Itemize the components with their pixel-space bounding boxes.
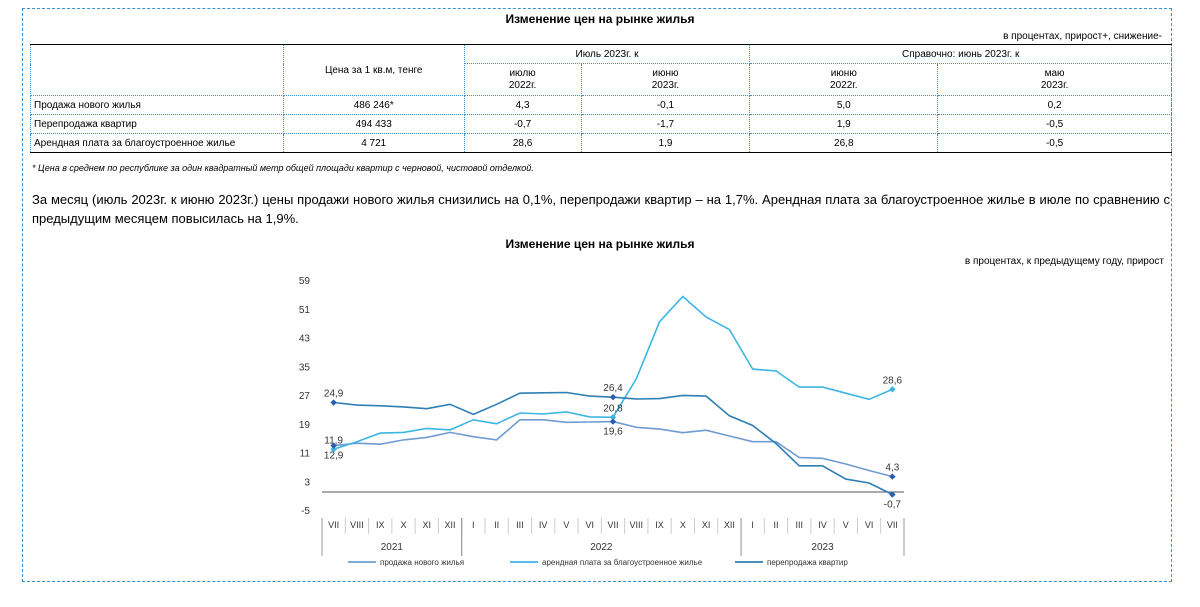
x-tick-label: III: [516, 520, 524, 530]
x-tick-label: II: [494, 520, 499, 530]
data-label: 28,6: [883, 375, 903, 386]
data-point-marker: [609, 414, 617, 421]
row-price: 4 721: [282, 133, 465, 153]
x-tick-label: V: [843, 520, 849, 530]
x-tick-label: V: [563, 520, 569, 530]
row-value: 1,9: [580, 133, 751, 153]
table-header-row: Цена за 1 кв.м, тенге Июль 2023г. к Спра…: [30, 44, 1172, 96]
subheader-cell: июню 2022г.: [749, 63, 939, 96]
subheader-cell: июню 2023г.: [580, 63, 751, 96]
x-tick-label: VIII: [350, 520, 364, 530]
y-tick-label: 59: [299, 276, 311, 287]
x-tick-label: VIII: [630, 520, 644, 530]
data-point-marker: [609, 393, 617, 401]
data-point-marker: [609, 418, 617, 425]
x-tick-label: XII: [724, 520, 735, 530]
data-label: -0,7: [884, 500, 902, 511]
table-footnote: * Цена в среднем по республике за один к…: [32, 163, 534, 173]
y-tick-label: 43: [299, 334, 311, 345]
table-row: Продажа нового жилья 486 246* 4,3 -0,1 5…: [30, 95, 1172, 115]
y-tick-label: 19: [299, 420, 311, 431]
data-label: 4,3: [885, 463, 899, 474]
x-tick-label: XI: [702, 520, 711, 530]
year-group-label: 2023: [811, 542, 834, 553]
x-tick-label: VII: [328, 520, 339, 530]
x-tick-label: VII: [607, 520, 618, 530]
y-tick-label: 11: [300, 449, 311, 460]
x-tick-label: I: [751, 520, 754, 530]
table-row: Перепродажа квартир 494 433 -0,7 -1,7 1,…: [30, 114, 1172, 134]
price-change-table: Цена за 1 кв.м, тенге Июль 2023г. к Спра…: [30, 44, 1172, 153]
y-tick-label: 27: [299, 391, 311, 402]
data-point-marker: [330, 442, 337, 449]
subheader-cell: маю 2023г.: [937, 63, 1172, 96]
y-tick-label: 3: [304, 477, 310, 488]
data-label: 20,8: [603, 403, 623, 414]
data-label: 19,6: [603, 427, 623, 438]
y-tick-label: -5: [301, 506, 310, 517]
x-tick-label: I: [472, 520, 475, 530]
row-value: 26,8: [749, 133, 939, 153]
data-point-marker: [889, 386, 896, 393]
data-point-marker: [330, 399, 337, 406]
y-tick-label: 35: [299, 362, 311, 373]
legend-label: арендная плата за благоустроенное жилье: [542, 558, 703, 567]
y-tick-label: 51: [299, 305, 311, 316]
price-header: Цена за 1 кв.м, тенге: [282, 44, 465, 96]
chart-subtitle: в процентах, к предыдущему году, прирост: [964, 256, 1164, 267]
table-unit-note: в процентах, прирост+, снижение-: [1003, 31, 1162, 42]
legend-label: перепродажа квартир: [767, 558, 848, 567]
row-value: -0,5: [937, 133, 1172, 153]
subheader-cell: июлю 2022г.: [463, 63, 582, 96]
data-point-marker: [330, 446, 337, 453]
data-label: 12,9: [324, 451, 344, 462]
x-tick-label: X: [400, 520, 406, 530]
row-value: 28,6: [463, 133, 582, 153]
table-row: Арендная плата за благоустроенное жилье …: [30, 133, 1172, 153]
x-tick-label: VII: [887, 520, 898, 530]
data-point-marker: [889, 491, 896, 498]
x-tick-label: VI: [865, 520, 874, 530]
data-point-marker: [889, 473, 896, 480]
x-tick-label: IX: [655, 520, 664, 530]
data-label: 11,9: [324, 435, 343, 446]
x-tick-label: III: [795, 520, 803, 530]
report-frame: [22, 8, 1172, 582]
legend-label: продажа нового жилья: [380, 558, 464, 567]
data-label: 24,9: [324, 389, 344, 400]
x-tick-label: IX: [376, 520, 385, 530]
row-label: Арендная плата за благоустроенное жилье: [30, 133, 284, 153]
x-tick-label: IV: [818, 520, 827, 530]
year-group-label: 2021: [381, 542, 404, 553]
year-group-label: 2022: [590, 542, 613, 553]
table-title: Изменение цен на рынке жилья: [505, 12, 695, 26]
table-subheader-row: июлю 2022г. июню 2023г. июню 2022г. маю 2023…: [31, 63, 1172, 96]
x-tick-label: XI: [423, 520, 432, 530]
x-tick-label: VI: [585, 520, 594, 530]
chart-title: Изменение цен на рынке жилья: [505, 237, 695, 251]
summary-paragraph: За месяц (июль 2023г. к июню 2023г.) цен…: [32, 192, 1170, 226]
data-label: 26,4: [603, 383, 623, 394]
x-tick-label: II: [773, 520, 778, 530]
x-tick-label: IV: [539, 520, 548, 530]
x-tick-label: XII: [445, 520, 456, 530]
table-header-empty-cell: [30, 44, 284, 96]
x-tick-label: X: [680, 520, 686, 530]
